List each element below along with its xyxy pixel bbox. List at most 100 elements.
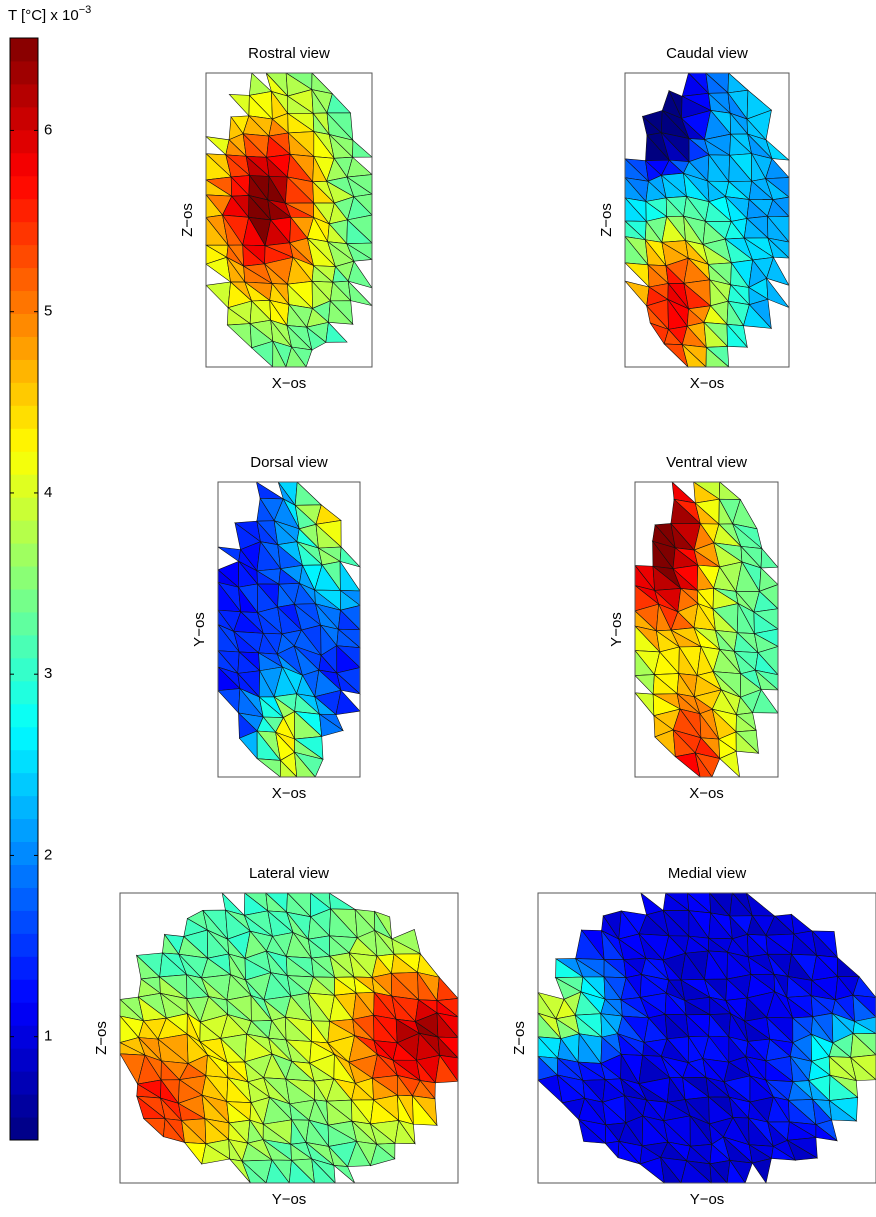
mesh-triangle	[369, 1143, 396, 1167]
mesh-triangle	[436, 976, 459, 1001]
mesh-triangle	[727, 72, 749, 94]
mesh-triangle	[201, 1143, 231, 1165]
colorbar-band	[10, 152, 38, 177]
colorbar-band	[10, 451, 38, 475]
panel-title: Medial view	[668, 865, 747, 882]
colorbar-band	[10, 795, 38, 820]
panel-title: Caudal view	[666, 45, 748, 62]
panel-title: Lateral view	[249, 865, 329, 882]
y-axis-label: Y−os	[191, 612, 208, 647]
mesh-triangle	[752, 688, 779, 714]
colorbar-tick-label: 4	[44, 484, 52, 501]
mesh-triangle	[766, 256, 790, 286]
colorbar-band	[10, 841, 38, 865]
mesh-triangle	[828, 1099, 858, 1122]
mesh-triangle	[412, 1094, 438, 1126]
mesh-triangle	[771, 1145, 796, 1161]
mesh-view	[537, 892, 876, 1184]
colorbar-band	[10, 726, 38, 751]
mesh-view	[634, 481, 779, 778]
mesh-triangle	[217, 546, 241, 562]
x-axis-label: Y−os	[690, 1191, 725, 1208]
colorbar-band	[10, 405, 38, 429]
colorbar-band	[10, 38, 38, 62]
mesh-triangle	[760, 547, 779, 569]
colorbar-band	[10, 1094, 38, 1118]
mesh-triangle	[217, 688, 241, 714]
panel-frame	[119, 892, 459, 1184]
mesh-triangle	[163, 1117, 186, 1144]
colorbar-band	[10, 336, 38, 360]
colorbar-band	[10, 634, 38, 659]
colorbar-tick-label: 3	[44, 665, 52, 682]
mesh-view	[217, 481, 361, 778]
mesh-triangle	[205, 281, 231, 309]
mesh-triangle	[767, 237, 790, 259]
y-axis-label: Z−os	[598, 203, 615, 237]
mesh-triangle	[634, 674, 655, 695]
mesh-triangle	[604, 1140, 620, 1159]
colorbar-band	[10, 1117, 38, 1141]
colorbar-band	[10, 956, 38, 980]
mesh-view	[624, 72, 790, 368]
mesh-triangle	[347, 1140, 371, 1167]
mesh-triangle	[205, 136, 230, 156]
colorbar-band	[10, 1071, 38, 1095]
colorbar-band	[10, 543, 38, 567]
colorbar-band	[10, 60, 38, 85]
mesh-triangle	[332, 1165, 356, 1184]
mesh-triangle	[743, 304, 773, 329]
colorbar-band	[10, 818, 38, 843]
mesh-triangle	[850, 1056, 876, 1081]
colorbar-band	[10, 520, 38, 544]
colorbar-band	[10, 267, 38, 292]
colorbar-band	[10, 382, 38, 406]
mesh-triangle	[346, 242, 373, 262]
colorbar-band	[10, 680, 38, 705]
colorbar-band	[10, 198, 38, 223]
mesh-triangle	[624, 280, 650, 307]
mesh-triangle	[791, 913, 813, 935]
mesh-triangle	[726, 323, 749, 348]
mesh-triangle	[578, 1118, 607, 1144]
colorbar-band	[10, 749, 38, 774]
mesh-triangle	[754, 669, 779, 691]
panel-frame	[537, 892, 876, 1184]
colorbar-band	[10, 359, 38, 383]
colorbar-tick-label: 6	[44, 121, 52, 138]
colorbar-tick-label: 2	[44, 846, 52, 863]
colorbar-band	[10, 290, 38, 314]
mesh-view	[204, 72, 373, 368]
x-axis-label: Y−os	[272, 1191, 307, 1208]
colorbar-tick-label: 1	[44, 1028, 52, 1045]
colorbar-band	[10, 910, 38, 934]
mesh-triangle	[325, 321, 348, 343]
mesh-triangle	[336, 672, 361, 695]
mesh-triangle	[786, 1139, 819, 1161]
panel-frame	[205, 72, 373, 368]
mesh-triangle	[837, 956, 860, 977]
y-axis-label: Y−os	[608, 612, 625, 647]
mesh-triangle	[617, 1140, 641, 1165]
panel-frame	[634, 481, 779, 778]
colorbar-band	[10, 428, 38, 452]
colorbar-band	[10, 1048, 38, 1072]
mesh-triangle	[352, 139, 373, 158]
y-axis-label: Z−os	[179, 203, 196, 237]
colorbar-band	[10, 657, 38, 682]
mesh-triangle	[347, 260, 373, 289]
mesh-triangle	[766, 277, 790, 309]
mesh-triangle	[339, 546, 361, 568]
colorbar-band	[10, 887, 38, 911]
mesh-triangle	[434, 1054, 459, 1084]
mesh-view	[119, 892, 459, 1184]
colorbar-band	[10, 933, 38, 957]
panel-title: Rostral view	[248, 45, 330, 62]
colorbar-band	[10, 83, 38, 108]
colorbar-band	[10, 106, 38, 131]
mesh-triangle	[256, 758, 281, 778]
mesh-triangle	[634, 692, 655, 717]
colorbar-band	[10, 221, 38, 246]
mesh-triangle	[335, 689, 361, 715]
